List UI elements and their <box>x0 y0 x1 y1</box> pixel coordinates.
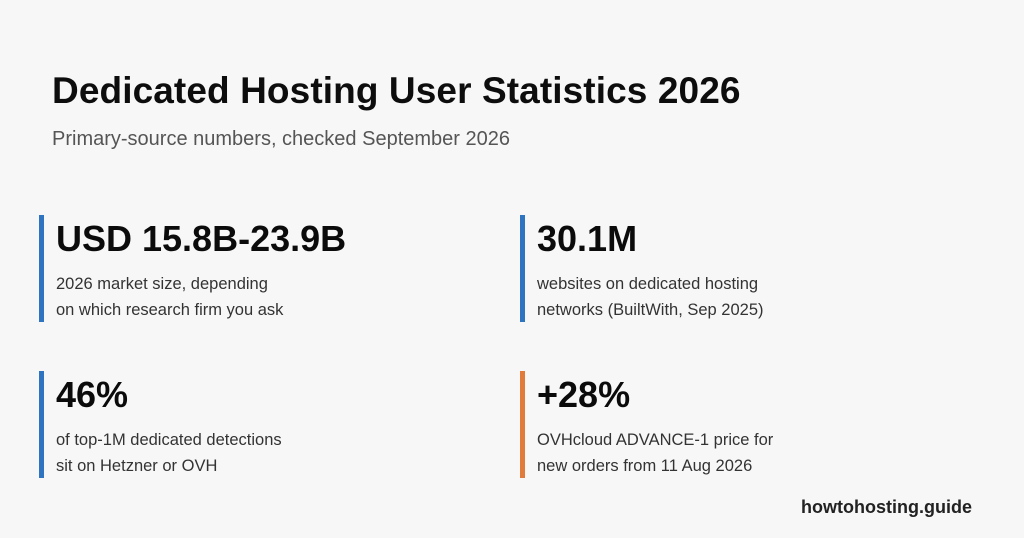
stat-description-line: 2026 market size, depending <box>56 275 268 293</box>
page-title: Dedicated Hosting User Statistics 2026 <box>52 70 741 111</box>
stat-card-websites: 30.1M websites on dedicated hosting netw… <box>520 215 940 322</box>
stat-card-market-size: USD 15.8B-23.9B 2026 market size, depend… <box>39 215 459 322</box>
stat-value: 30.1M <box>537 218 638 259</box>
page-subtitle: Primary-source numbers, checked Septembe… <box>52 128 510 150</box>
stat-description: of top-1M dedicated detections sit on He… <box>56 427 436 479</box>
stat-card-provider-share: 46% of top-1M dedicated detections sit o… <box>39 371 459 478</box>
stat-description-line: websites on dedicated hosting <box>537 275 759 293</box>
stat-value: 46% <box>56 374 129 415</box>
stat-description-line: OVHcloud ADVANCE-1 price for <box>537 431 774 449</box>
stat-description-line: new orders from 11 Aug 2026 <box>537 457 753 475</box>
stat-description: websites on dedicated hosting networks (… <box>537 271 917 323</box>
stat-description-line: of top-1M dedicated detections <box>56 431 282 449</box>
stat-description-line: networks (BuiltWith, Sep 2025) <box>537 301 764 319</box>
stat-description-line: sit on Hetzner or OVH <box>56 457 218 475</box>
stat-description: OVHcloud ADVANCE-1 price for new orders … <box>537 427 917 479</box>
accent-bar <box>39 215 44 322</box>
stat-value: +28% <box>537 374 631 415</box>
accent-bar <box>520 215 525 322</box>
accent-bar <box>39 371 44 478</box>
brand-watermark: howtohosting.guide <box>801 497 972 517</box>
stat-description-line: on which research firm you ask <box>56 301 284 319</box>
stat-value: USD 15.8B-23.9B <box>56 218 347 259</box>
stat-card-price-change: +28% OVHcloud ADVANCE-1 price for new or… <box>520 371 940 478</box>
accent-bar <box>520 371 525 478</box>
stat-description: 2026 market size, depending on which res… <box>56 271 436 323</box>
